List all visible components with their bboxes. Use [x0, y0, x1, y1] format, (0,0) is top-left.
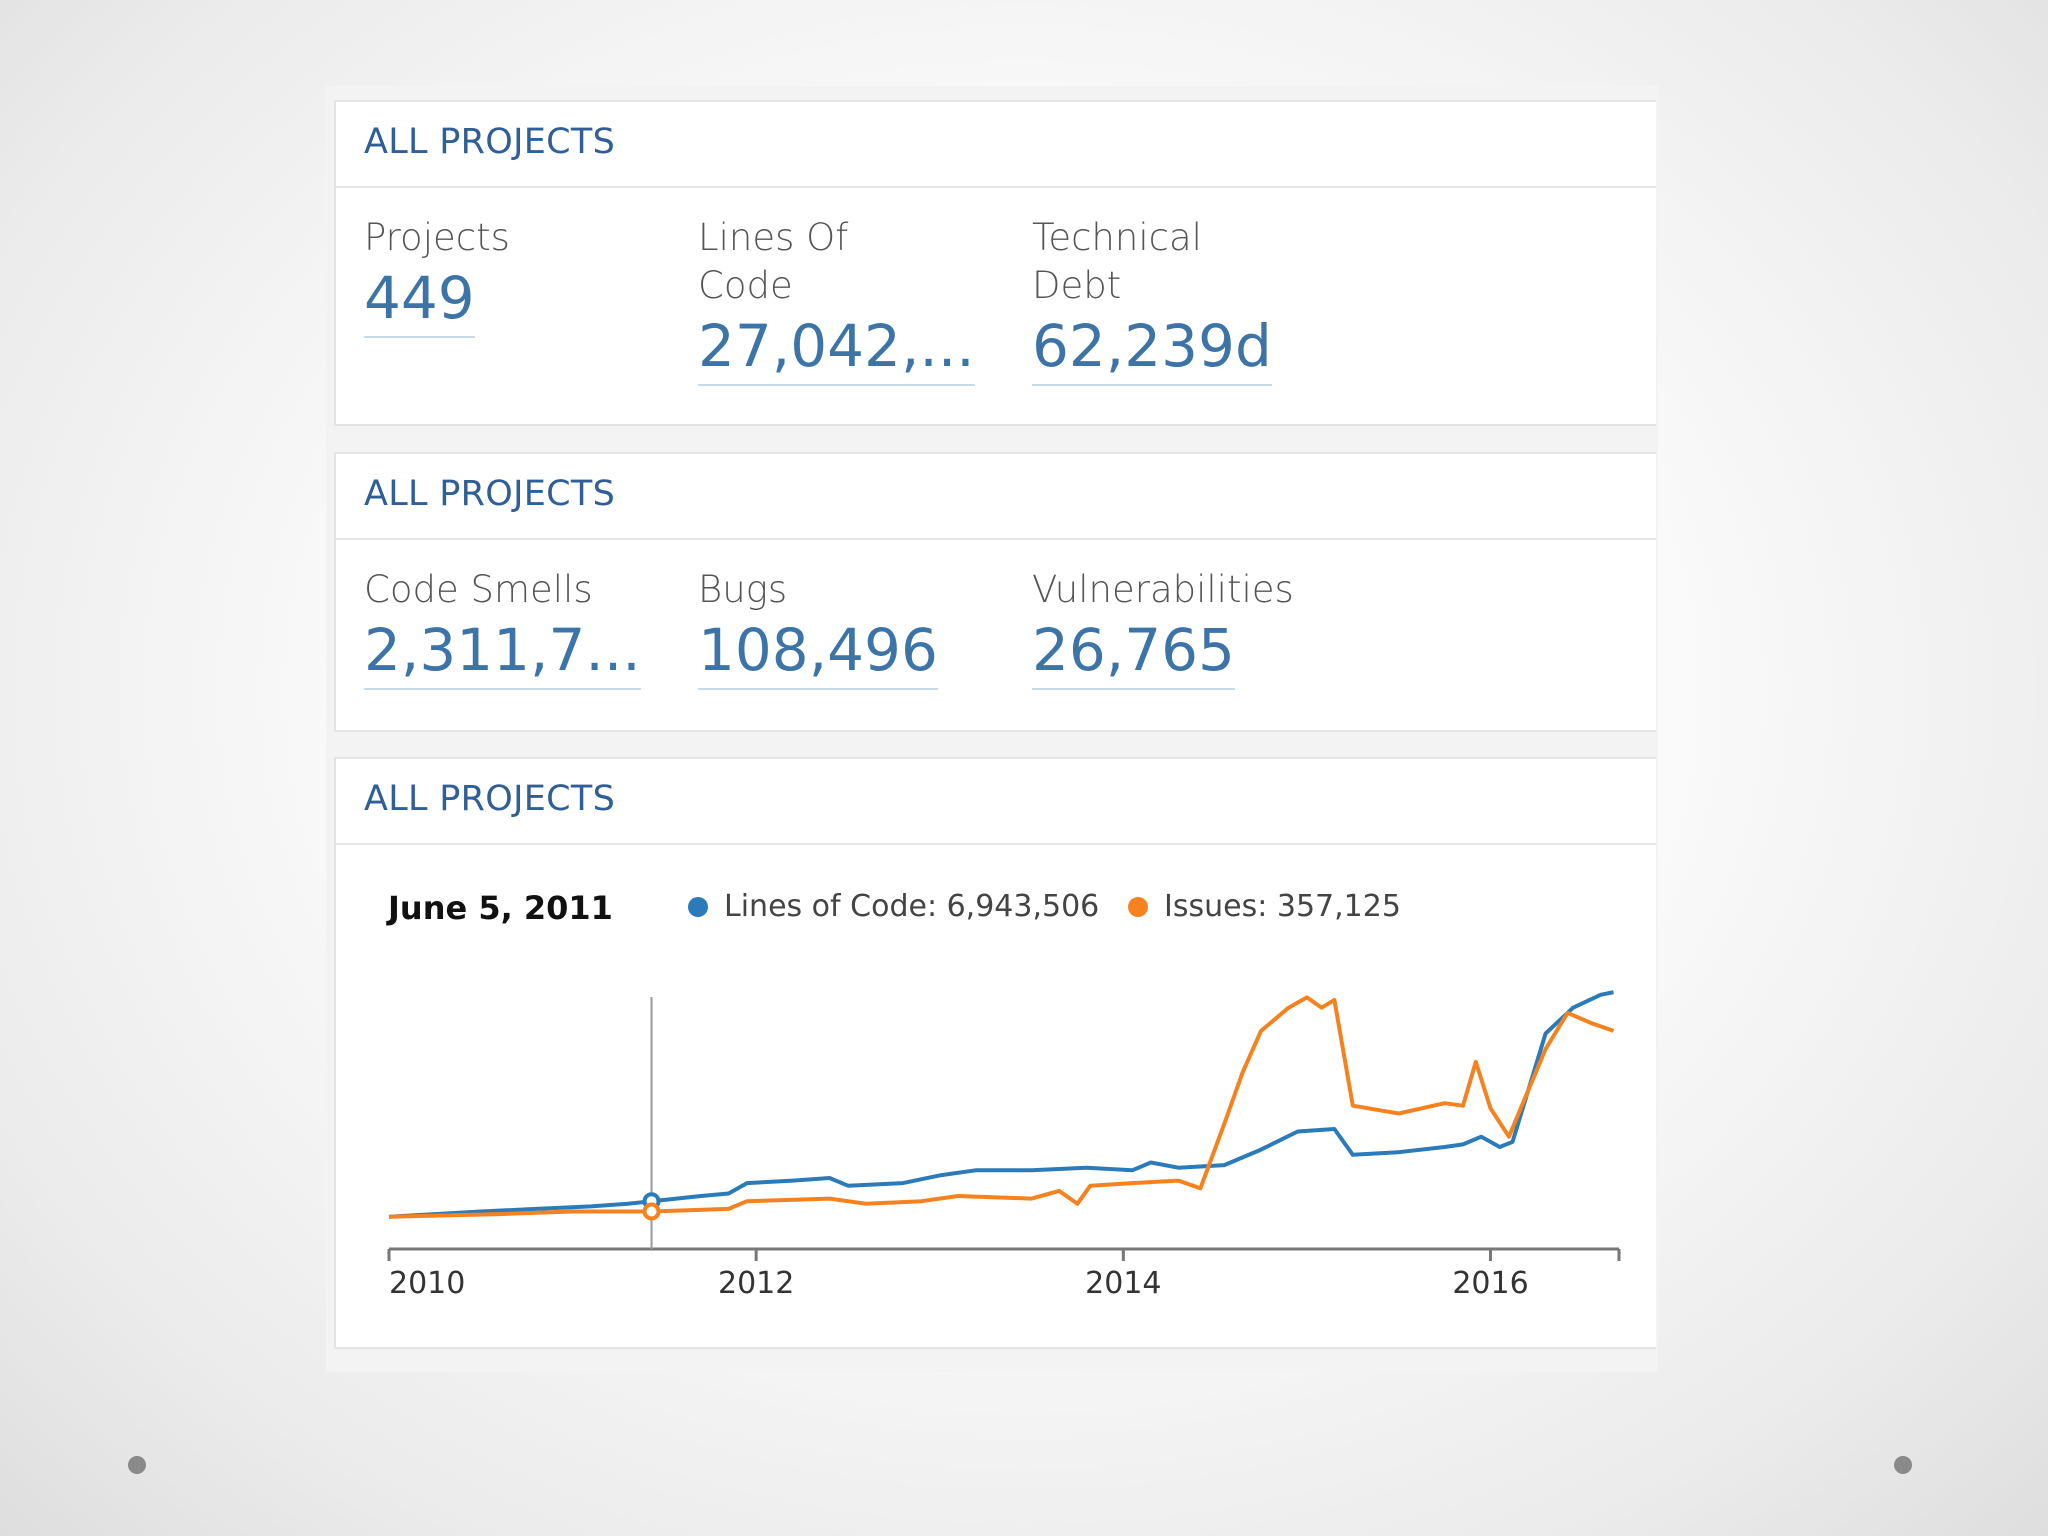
history-chart[interactable]: 2010 2012 2014 2016: [336, 759, 1656, 1347]
widget-header: ALL PROJECTS: [336, 759, 1656, 845]
legend-loc-label: Lines of Code: 6,943,506: [724, 889, 1100, 924]
tooltip-date: June 5, 2011: [388, 889, 613, 927]
widget-header: ALL PROJECTS: [336, 102, 1656, 188]
widget-title-link[interactable]: ALL PROJECTS: [364, 122, 616, 162]
metric-value-link[interactable]: 108,496: [698, 614, 938, 690]
metric-label: Bugs: [698, 568, 788, 611]
widget-history-chart: ALL PROJECTS 2010 2012 2014 2016 June 5, 20…: [334, 757, 1656, 1349]
widget-project-overview: ALL PROJECTS Projects 449 Lines Of Code …: [334, 100, 1656, 426]
widget-title-link[interactable]: ALL PROJECTS: [364, 779, 616, 819]
metric-value-link[interactable]: 27,042,...: [698, 310, 975, 386]
x-tick-label: 2010: [389, 1266, 465, 1301]
hover-marker-issues: [642, 1202, 661, 1221]
x-tick-label: 2016: [1452, 1266, 1528, 1301]
metric-label: Technical Debt: [1032, 216, 1202, 307]
x-tick-label: 2012: [718, 1266, 794, 1301]
metric-code-smells: Code Smells 2,311,7...: [364, 566, 641, 690]
metric-label: Projects: [364, 216, 510, 259]
metric-lines-of-code: Lines Of Code 27,042,...: [698, 214, 975, 386]
metric-projects: Projects 449: [364, 214, 510, 338]
metric-value-link[interactable]: 26,765: [1032, 614, 1235, 690]
series-dot-icon: [688, 896, 708, 917]
widget-title-link[interactable]: ALL PROJECTS: [364, 474, 616, 514]
widget-header: ALL PROJECTS: [336, 454, 1656, 540]
widget-issues-overview: ALL PROJECTS Code Smells 2,311,7... Bugs…: [334, 452, 1656, 732]
metric-value-link[interactable]: 449: [364, 262, 475, 338]
series-dot-icon: [1128, 896, 1148, 917]
legend-lines-of-code: Lines of Code: 6,943,506: [688, 889, 1099, 924]
metric-label: Vulnerabilities: [1032, 568, 1294, 611]
metric-label: Lines Of Code: [698, 216, 849, 307]
metric-value-link[interactable]: 2,311,7...: [364, 614, 641, 690]
legend-issues-label: Issues: 357,125: [1164, 889, 1401, 924]
slide-dot-right: [1894, 1456, 1912, 1474]
metric-bugs: Bugs 108,496: [698, 566, 938, 690]
series-line-issues: [388, 995, 1615, 1219]
slide-dot-left: [128, 1456, 146, 1474]
metric-technical-debt: Technical Debt 62,239d: [1032, 214, 1272, 386]
x-tick-label: 2014: [1085, 1266, 1161, 1301]
series-line-lines-of-code: [388, 990, 1614, 1219]
metric-label: Code Smells: [364, 568, 593, 611]
metric-value-link[interactable]: 62,239d: [1032, 310, 1272, 386]
metric-vulnerabilities: Vulnerabilities 26,765: [1032, 566, 1294, 690]
legend-issues: Issues: 357,125: [1128, 889, 1401, 924]
